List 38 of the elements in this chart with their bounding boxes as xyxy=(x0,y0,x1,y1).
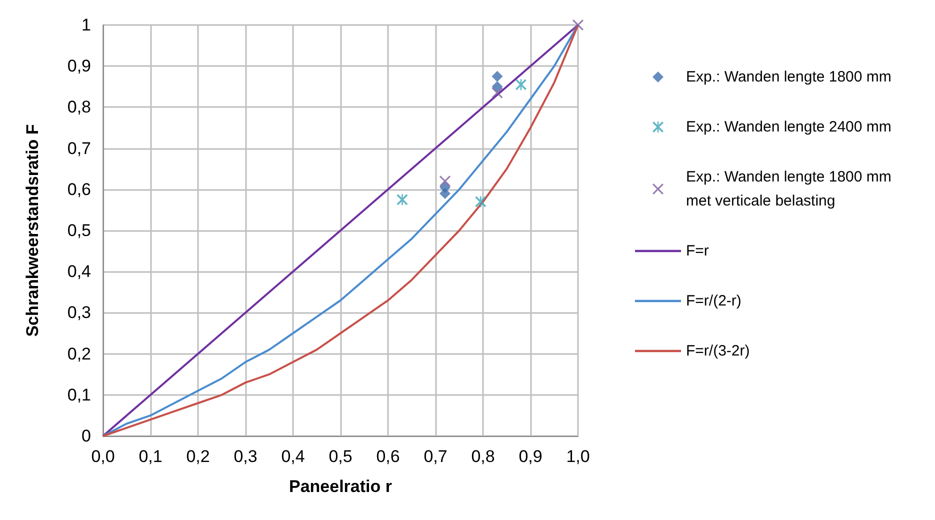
y-tick-label: 0,5 xyxy=(67,221,91,240)
x-axis-title: Paneelratio r xyxy=(289,477,392,496)
x-tick-label: 0,2 xyxy=(186,447,210,466)
point xyxy=(475,196,486,208)
y-tick-label: 0,3 xyxy=(67,303,91,322)
legend-label: Exp.: Wanden lengte 1800 mm xyxy=(686,68,892,86)
x-tick-label: 1,0 xyxy=(566,447,590,466)
x-tick-label: 0,3 xyxy=(234,447,258,466)
point xyxy=(440,176,450,187)
x-tick-label: 0,1 xyxy=(138,447,162,466)
x-tick-label: 0,0 xyxy=(91,447,115,466)
legend-label: Exp.: Wanden lengte 2400 mm xyxy=(686,118,892,136)
point xyxy=(572,20,584,30)
y-tick-label: 0,1 xyxy=(67,385,91,404)
point xyxy=(492,87,503,98)
y-tick-label: 0 xyxy=(82,426,91,446)
x-tick-label: 0,4 xyxy=(281,447,305,466)
y-axis-title: Schrankweerstandsratio F xyxy=(23,124,42,337)
y-tick-label: 1 xyxy=(82,16,91,34)
point xyxy=(396,194,408,206)
x-tick-label: 0,9 xyxy=(518,447,542,466)
y-tick-label: 0,7 xyxy=(67,138,91,158)
y-tick-label: 0,4 xyxy=(67,262,91,282)
legend-label: F=r xyxy=(686,242,709,260)
y-tick-label: 0,8 xyxy=(67,98,91,117)
legend-label: Exp.: Wanden lengte 1800 mm met verticale belasting xyxy=(686,168,896,210)
legend-label: F=r/(3-2r) xyxy=(686,342,750,360)
x-tick-label: 0,8 xyxy=(471,447,495,466)
y-tick-label: 0,2 xyxy=(67,344,91,364)
y-tick-label: 0,6 xyxy=(67,180,91,199)
x-tick-label: 0,5 xyxy=(328,447,352,466)
point xyxy=(492,70,503,82)
y-tick-label: 0,9 xyxy=(67,56,91,76)
point xyxy=(440,188,450,200)
legend-label: F=r/(2-r) xyxy=(686,292,742,310)
point xyxy=(492,81,503,92)
x-tick-label: 0,7 xyxy=(424,447,448,466)
x-tick-label: 0,6 xyxy=(376,447,400,466)
